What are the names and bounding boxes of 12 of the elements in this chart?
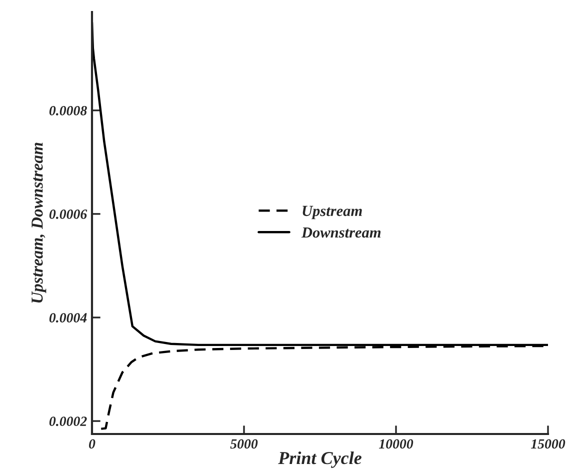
y-tick-label: 0.0004 (49, 313, 87, 323)
x-tick-label: 5000 (230, 439, 258, 449)
x-tick-label: 0 (89, 439, 96, 449)
x-tick-label: 15000 (530, 439, 566, 449)
x-tick-label: 10000 (378, 439, 414, 449)
legend-label: Upstream (302, 206, 362, 220)
y-tick-label: 0.0006 (49, 210, 88, 219)
x-axis-title: Print Cycle (278, 451, 362, 468)
legend-label: Downstream (301, 228, 381, 238)
y-tick-label: 0.0008 (49, 106, 87, 116)
y-tick-label: 0.0002 (49, 416, 87, 426)
y-axis-title: Upstream, Downstream (32, 142, 46, 303)
